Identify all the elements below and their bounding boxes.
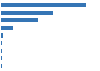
Bar xyxy=(1,26,13,30)
Bar xyxy=(1,33,3,38)
Bar xyxy=(1,18,38,22)
Bar xyxy=(1,56,2,60)
Bar xyxy=(1,11,53,15)
Bar xyxy=(1,41,2,45)
Bar xyxy=(1,49,2,53)
Bar xyxy=(1,64,2,68)
Bar xyxy=(1,3,86,7)
